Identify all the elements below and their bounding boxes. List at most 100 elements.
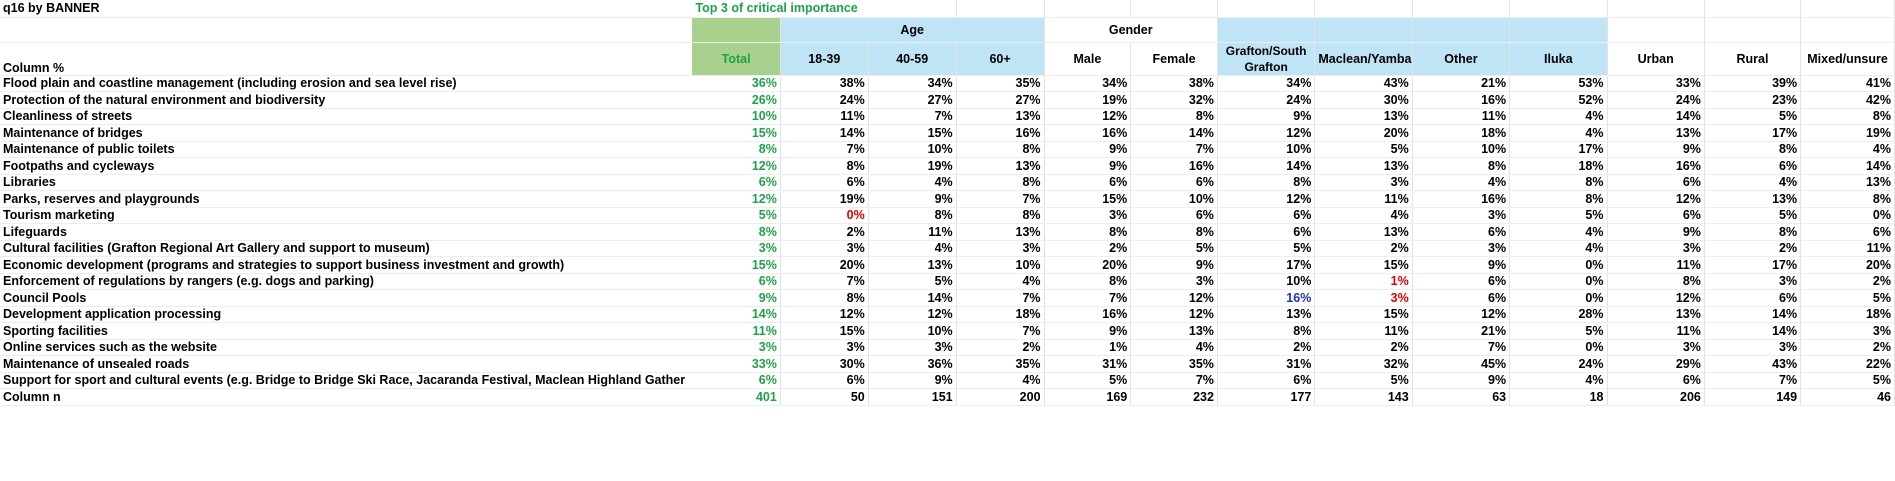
value-cell: 9%: [1044, 141, 1132, 158]
value-cell: 38%: [1130, 75, 1218, 92]
sheet-subtitle: Top 3 of critical importance: [692, 0, 957, 18]
value-cell: 18%: [1412, 124, 1511, 142]
value-cell: 16%: [1044, 124, 1132, 142]
value-cell: 2%: [1314, 240, 1413, 257]
value-cell: 8%: [956, 141, 1045, 158]
value-cell: 6%: [1607, 174, 1705, 191]
value-cell: 8%: [956, 207, 1045, 224]
n-cell: 143: [1314, 388, 1413, 406]
value-cell: 4%: [956, 372, 1045, 389]
table-row: Enforcement of regulations by rangers (e…: [0, 273, 1895, 290]
column-header: 18-39: [780, 42, 869, 76]
gender-group-header: Gender: [1044, 17, 1218, 43]
value-cell: 8%: [780, 157, 869, 175]
value-cell: 2%: [1314, 339, 1413, 356]
value-cell: 14%: [868, 289, 957, 307]
value-cell: 22%: [1800, 355, 1895, 373]
value-cell: 11%: [1314, 190, 1413, 208]
value-cell: 2%: [1704, 240, 1802, 257]
value-cell: 10%: [956, 256, 1045, 274]
value-cell: 53%: [1509, 75, 1608, 92]
value-cell: 16%: [1217, 289, 1316, 307]
total-cell: 12%: [692, 157, 781, 175]
value-cell: 14%: [1217, 157, 1316, 175]
total-cell: 5%: [692, 207, 781, 224]
value-cell: 19%: [780, 190, 869, 208]
value-cell: 0%: [1509, 273, 1608, 290]
value-cell: 27%: [956, 91, 1045, 109]
value-cell: 16%: [1412, 91, 1511, 109]
value-cell: 3%: [868, 339, 957, 356]
value-cell: 34%: [1217, 75, 1316, 92]
value-cell: 43%: [1314, 75, 1413, 92]
table-row: Protection of the natural environment an…: [0, 91, 1895, 109]
value-cell: 8%: [868, 207, 957, 224]
column-header: Rural: [1704, 42, 1802, 76]
value-cell: 12%: [1217, 190, 1316, 208]
value-cell: 3%: [1607, 339, 1705, 356]
value-cell: 13%: [956, 108, 1045, 125]
total-cell: 9%: [692, 289, 781, 307]
value-cell: 32%: [1130, 91, 1218, 109]
value-cell: 29%: [1607, 355, 1705, 373]
value-cell: 33%: [1607, 75, 1705, 92]
value-cell: 1%: [1044, 339, 1132, 356]
value-cell: 8%: [1044, 223, 1132, 241]
row-label: Support for sport and cultural events (e…: [0, 372, 693, 389]
value-cell: 4%: [1412, 174, 1511, 191]
table-row: Support for sport and cultural events (e…: [0, 372, 1895, 389]
value-cell: 0%: [780, 207, 869, 224]
value-cell: 7%: [956, 322, 1045, 340]
total-cell: 11%: [692, 322, 781, 340]
value-cell: 2%: [1217, 339, 1316, 356]
value-cell: 12%: [1607, 190, 1705, 208]
value-cell: 6%: [1130, 174, 1218, 191]
value-cell: 5%: [1509, 322, 1608, 340]
value-cell: 7%: [1044, 289, 1132, 307]
value-cell: 8%: [1217, 322, 1316, 340]
value-cell: 3%: [780, 339, 869, 356]
value-cell: 6%: [1217, 207, 1316, 224]
table-row: Parks, reserves and playgrounds 12% 19% 9% 7…: [0, 190, 1895, 208]
row-label: Online services such as the website: [0, 339, 693, 356]
n-cell: 46: [1800, 388, 1895, 406]
value-cell: 13%: [1607, 306, 1705, 323]
value-cell: 3%: [1044, 207, 1132, 224]
value-cell: 11%: [1314, 322, 1413, 340]
row-label: Flood plain and coastline management (in…: [0, 75, 693, 92]
value-cell: 31%: [1044, 355, 1132, 373]
value-cell: 17%: [1509, 141, 1608, 158]
n-cell: 149: [1704, 388, 1802, 406]
value-cell: 8%: [1217, 174, 1316, 191]
value-cell: 12%: [1044, 108, 1132, 125]
value-cell: 15%: [1044, 190, 1132, 208]
value-cell: 18%: [1800, 306, 1895, 323]
total-cell: 33%: [692, 355, 781, 373]
value-cell: 2%: [780, 223, 869, 241]
value-cell: 14%: [1607, 108, 1705, 125]
value-cell: 10%: [868, 322, 957, 340]
table-row: Cultural facilities (Grafton Regional Ar…: [0, 240, 1895, 257]
value-cell: 9%: [1044, 322, 1132, 340]
row-label: Libraries: [0, 174, 693, 191]
value-cell: 12%: [1130, 289, 1218, 307]
value-cell: 7%: [780, 273, 869, 290]
value-cell: 5%: [1509, 207, 1608, 224]
value-cell: 8%: [1704, 141, 1802, 158]
value-cell: 6%: [1217, 223, 1316, 241]
value-cell: 39%: [1704, 75, 1802, 92]
value-cell: 27%: [868, 91, 957, 109]
value-cell: 9%: [868, 372, 957, 389]
value-cell: 13%: [1130, 322, 1218, 340]
column-header: 40-59: [868, 42, 957, 76]
total-cell: 10%: [692, 108, 781, 125]
value-cell: 0%: [1509, 339, 1608, 356]
total-cell: 8%: [692, 141, 781, 158]
value-cell: 10%: [1217, 273, 1316, 290]
value-cell: 4%: [1509, 223, 1608, 241]
value-cell: 9%: [1130, 256, 1218, 274]
value-cell: 5%: [1800, 372, 1895, 389]
value-cell: 11%: [780, 108, 869, 125]
value-cell: 12%: [1130, 306, 1218, 323]
row-label: Council Pools: [0, 289, 693, 307]
